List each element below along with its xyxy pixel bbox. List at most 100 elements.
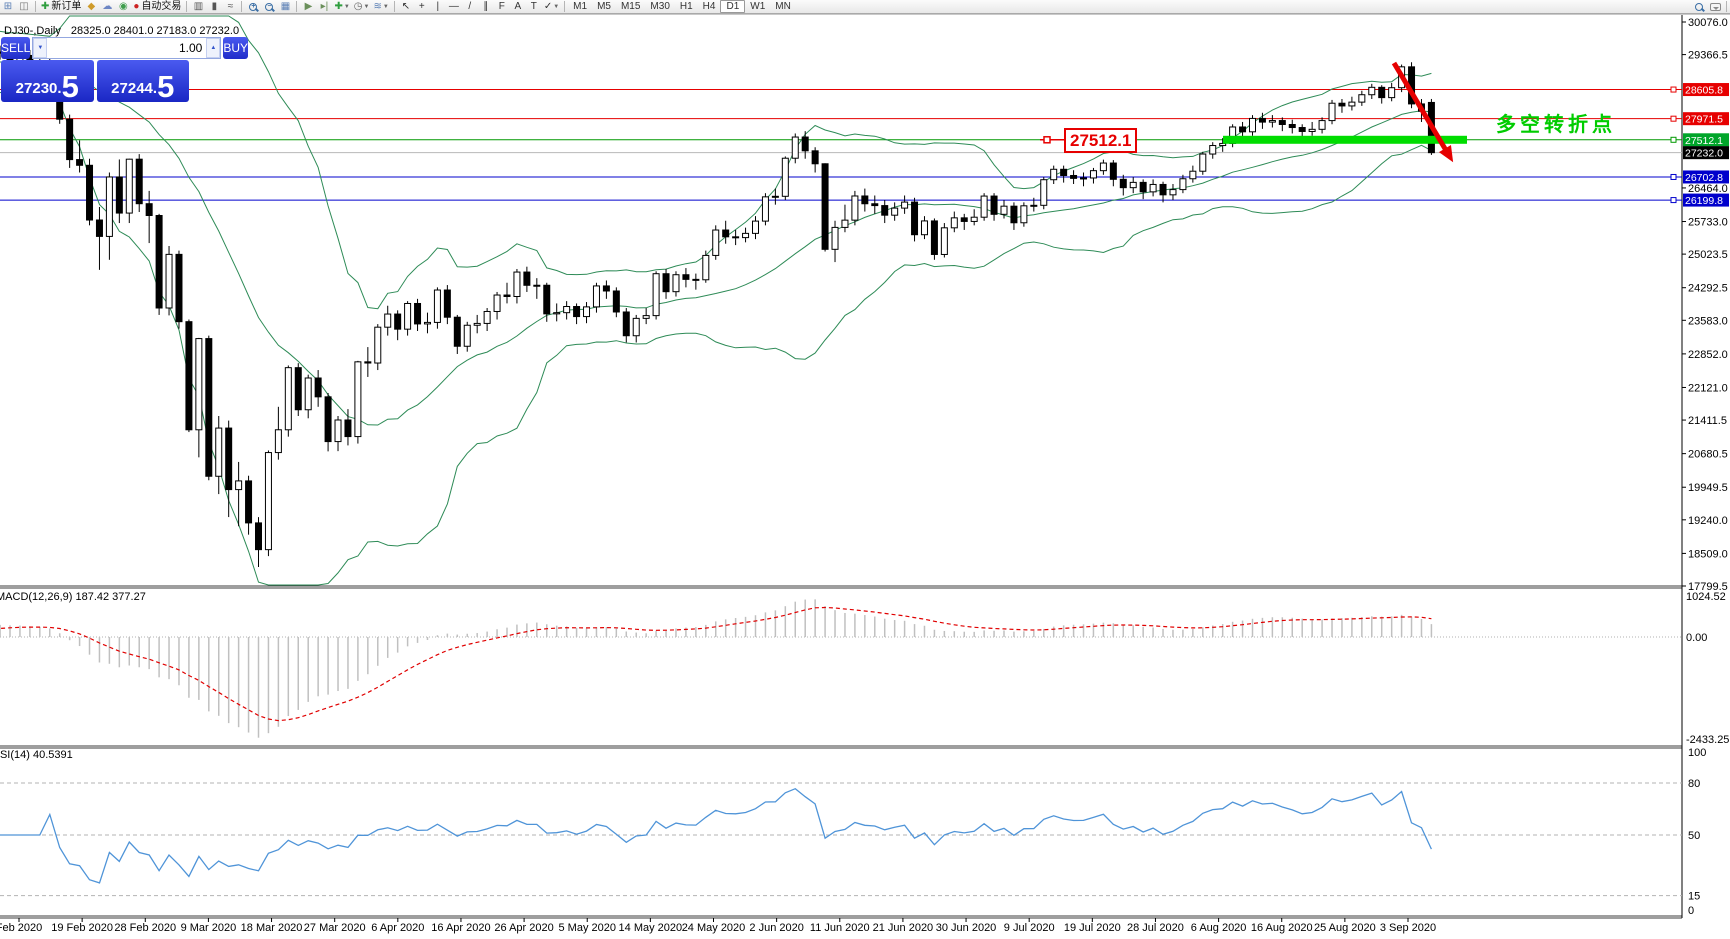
sell-price-display[interactable]: 27230. 5 [1,60,94,102]
market-watch-icon: ◫ [19,0,29,12]
svg-text:80: 80 [1688,778,1700,790]
volume-input[interactable] [47,38,207,58]
text-button[interactable]: A [510,0,526,13]
chart-window-icon: ⊞ [3,0,13,12]
annotations[interactable] [1040,61,1467,163]
equidistant-channel-button[interactable]: ∥ [478,0,494,13]
svg-text:30076.0: 30076.0 [1688,17,1728,29]
support-highlight-bar [1223,135,1467,144]
svg-text:26199.8: 26199.8 [1685,195,1723,207]
horizontal-line-button[interactable]: — [446,0,462,13]
arrows-button[interactable]: ✓ ▼ [542,0,561,13]
market-watch-icon[interactable]: ◫ [16,0,32,13]
signals-icon[interactable]: ◉ [115,0,131,13]
timeframe-m15[interactable]: M15 [620,1,641,12]
rsi-line [0,787,1432,884]
search-icon [1695,2,1703,11]
timeframe-h4[interactable]: H4 [702,1,716,12]
svg-text:28 Feb 2020: 28 Feb 2020 [114,922,176,934]
timeframe-m1[interactable]: M1 [573,1,588,12]
chart-shift-button: ▸| [320,0,329,12]
svg-text:24292.5: 24292.5 [1688,283,1728,295]
macd-pane: 1024.52 0.00 -2433.25 [0,591,1729,746]
svg-text:21 Jun 2020: 21 Jun 2020 [873,922,934,934]
fibonacci-button[interactable]: F [494,0,510,13]
sell-price-main: 27230 [15,80,58,97]
templates-button[interactable]: ≋ ▼ [371,0,390,13]
svg-text:26464.0: 26464.0 [1688,183,1728,195]
volume-increase-button[interactable]: ▲ [206,38,221,58]
bar-chart-mode-button[interactable]: ▥ [190,0,206,13]
candle-chart-mode-button: ▮ [211,0,218,12]
svg-text:6 Apr 2020: 6 Apr 2020 [371,922,424,934]
buy-price-display[interactable]: 27244. 5 [96,60,189,102]
new-order-button-label: 新订单 [51,0,82,12]
new-order-button[interactable]: ✚ 新订单 [39,0,83,13]
chart-shift-button[interactable]: ▸| [316,0,332,13]
chart-title: DJ30-,Daily 28325.0 28401.0 27183.0 27232… [4,25,239,37]
svg-text:22121.0: 22121.0 [1688,382,1728,394]
svg-text:15: 15 [1688,891,1700,903]
feedback-icon[interactable] [1707,0,1723,13]
horizontal-level-lines[interactable]: 28605.8 27971.5 27512.1 26702.8 26199.8 27232… [0,83,1729,207]
svg-text:27 Mar 2020: 27 Mar 2020 [304,922,366,934]
candle-chart-mode-button[interactable]: ▮ [206,0,222,13]
mql-community-icon[interactable]: ☁ [99,0,115,13]
svg-text:23583.0: 23583.0 [1688,315,1728,327]
chart-window-icon[interactable]: ⊞ [0,0,16,13]
timeframe-d1[interactable]: D1 [720,0,746,13]
timeframe-m5[interactable]: M5 [597,1,611,12]
svg-text:25023.5: 25023.5 [1688,249,1728,261]
search-icon[interactable] [1691,0,1707,13]
auto-trading-button[interactable]: ● 自动交易 [131,0,183,13]
timeframe-mn[interactable]: MN [775,1,791,12]
turning-point-annotation[interactable]: 多空转折点 [1496,114,1616,136]
volume-stepper: ▼ ▲ [32,37,222,59]
svg-text:22852.0: 22852.0 [1688,349,1728,361]
cursor-button[interactable]: ↖ [398,0,414,13]
fibonacci-button: F [498,0,505,12]
svg-text:0.00: 0.00 [1686,632,1707,644]
pane-borders [0,14,1730,919]
text-label-button: T [530,0,537,12]
crosshair-button: + [418,0,425,12]
svg-text:9 Jul 2020: 9 Jul 2020 [1004,922,1055,934]
timeframe-h1[interactable]: H1 [679,1,693,12]
auto-scroll-button[interactable]: ▶ [300,0,316,13]
text-label-button[interactable]: T [526,0,542,13]
svg-text:27512.1: 27512.1 [1685,135,1723,147]
periods-button: ◷ [353,0,363,12]
zoom-out-button[interactable]: − [261,0,277,13]
cursor-button: ↖ [401,0,410,12]
vertical-line-button[interactable]: | [430,0,446,13]
timeframe-m30[interactable]: M30 [650,1,670,12]
trendline-button[interactable]: / [462,0,478,13]
equidistant-channel-button: ∥ [483,0,489,12]
line-chart-mode-button[interactable]: ≈ [222,0,238,13]
toolbar-separator [296,1,298,12]
svg-text:25733.0: 25733.0 [1688,217,1728,229]
svg-text:9 Mar 2020: 9 Mar 2020 [181,922,237,934]
volume-decrease-button[interactable]: ▼ [33,38,48,58]
one-click-trading-panel: SELL ▼ ▲ BUY 27230.5 27244.5 [1,37,249,103]
sell-button[interactable]: SELL [1,37,31,59]
crosshair-button[interactable]: + [414,0,430,13]
market-depth-icon[interactable]: ◆ [83,0,99,13]
price-callout[interactable]: 27512.1 [1064,128,1138,153]
buy-button[interactable]: BUY [223,37,249,59]
tile-windows-button[interactable]: ▦ [277,0,293,13]
periods-button[interactable]: ◷ ▼ [352,0,372,13]
svg-text:19240.0: 19240.0 [1688,515,1728,527]
svg-text:24 May 2020: 24 May 2020 [682,922,746,934]
ohlc-values: 28325.0 28401.0 27183.0 27232.0 [70,25,240,37]
bollinger-lower [0,86,1432,586]
svg-text:17799.5: 17799.5 [1688,581,1728,593]
svg-text:2 Jun 2020: 2 Jun 2020 [749,922,803,934]
price-axis: 30076.0 29366.5 26464.0 25733.0 25023.5 24292… [1682,17,1728,593]
zoom-in-button: + [249,2,258,11]
timeframe-w1[interactable]: W1 [750,1,766,12]
indicators-button[interactable]: ✚ ▼ [332,0,351,13]
chevron-down-icon: ▼ [343,3,350,10]
zoom-in-button[interactable]: + [245,0,261,13]
